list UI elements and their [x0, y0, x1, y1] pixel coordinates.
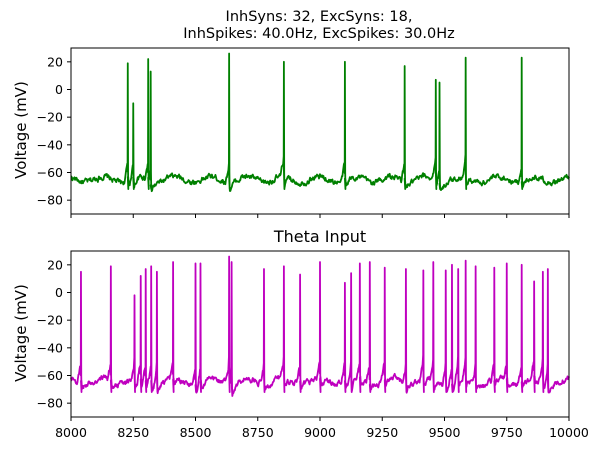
- top-y-ticks: 20 0 −20 −40 −60 −80: [37, 54, 71, 208]
- top-x-ticks: [70, 214, 570, 218]
- x-tick-label: 8250: [117, 425, 149, 440]
- y-tick-label: 0: [55, 285, 63, 300]
- bottom-subplot: Theta Input Voltage (mV) 20 0 −20 −40 −60 −80…: [12, 227, 589, 440]
- top-y-axis-label: Voltage (mV): [12, 81, 30, 179]
- bottom-voltage-trace: [70, 255, 570, 397]
- y-tick-label: −80: [37, 396, 63, 411]
- top-axes-frame: [70, 47, 570, 215]
- y-tick-label: −60: [37, 165, 63, 180]
- y-tick-label: 20: [47, 54, 63, 69]
- bottom-x-ticks: 8000 8250 8500 8750 9000 9250 9500 9750 10000: [55, 417, 589, 440]
- top-voltage-trace: [70, 52, 570, 193]
- top-title-line-1: InhSyns: 32, ExcSyns: 18,: [226, 9, 413, 25]
- y-tick-label: −20: [37, 110, 63, 125]
- x-tick-label: 9750: [491, 425, 523, 440]
- bottom-axes-frame: [70, 250, 570, 418]
- x-tick-label: 8500: [180, 425, 212, 440]
- y-tick-label: 0: [55, 82, 63, 97]
- bottom-title: Theta Input: [273, 227, 366, 246]
- x-tick-label: 8750: [242, 425, 274, 440]
- x-tick-label: 8000: [55, 425, 87, 440]
- top-subplot: InhSyns: 32, ExcSyns: 18, InhSpikes: 40.…: [12, 9, 570, 218]
- top-title-line-2: InhSpikes: 40.0Hz, ExcSpikes: 30.0Hz: [183, 26, 455, 42]
- x-tick-label: 9000: [304, 425, 336, 440]
- y-tick-label: −40: [37, 340, 63, 355]
- y-tick-label: 20: [47, 257, 63, 272]
- y-tick-label: −80: [37, 193, 63, 208]
- y-tick-label: −40: [37, 137, 63, 152]
- x-tick-label: 10000: [549, 425, 589, 440]
- y-tick-label: −60: [37, 368, 63, 383]
- bottom-y-axis-label: Voltage (mV): [12, 284, 30, 382]
- x-tick-label: 9250: [366, 425, 398, 440]
- x-tick-label: 9500: [429, 425, 461, 440]
- y-tick-label: −20: [37, 313, 63, 328]
- bottom-y-ticks: 20 0 −20 −40 −60 −80: [37, 257, 71, 411]
